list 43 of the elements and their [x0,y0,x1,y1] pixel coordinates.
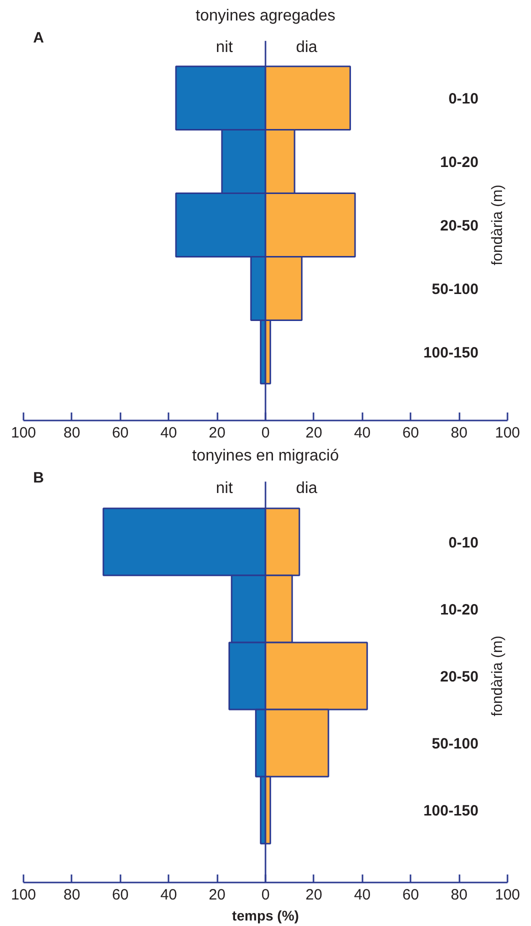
x-tick-label: 0 [261,424,270,442]
x-tick-label: 80 [64,886,80,904]
x-tick-label: 40 [160,424,178,442]
x-tick-label: 60 [402,424,420,442]
x-tick-label: 80 [450,886,468,904]
series-label: nit [216,38,234,56]
x-axis-title: temps (%) [232,908,299,924]
x-tick-label: 40 [354,886,371,904]
y-axis-title: fondària (m) [489,636,506,716]
y-tick-label: 50-100 [432,736,478,753]
y-tick-label: 0-10 [448,90,478,108]
x-tick-label: 100 [10,424,36,442]
x-tick-label: 40 [160,886,178,904]
x-tick-label: 60 [402,886,420,904]
x-tick-label: 60 [112,886,129,904]
y-tick-label: 100-150 [423,344,478,362]
y-tick-label: 50-100 [432,280,478,298]
annotation: B [33,470,44,487]
series-label: dia [296,38,318,56]
x-tick-label: 60 [112,424,129,442]
y-tick-label: 20-50 [440,218,478,234]
y-tick-label: 0-10 [448,534,478,552]
chart-title: tonyines en migració [192,448,339,464]
y-tick-label: 20-50 [440,668,478,686]
x-tick-label: 100 [494,886,520,904]
y-axis-title: fondària (m) [489,184,506,266]
x-tick-label: 0 [261,886,270,904]
x-tick-label: 40 [354,424,371,442]
chart-title: tonyines agregades [196,8,336,24]
x-tick-label: 80 [450,424,468,442]
x-tick-label: 20 [306,886,322,904]
x-tick-label: 100 [10,886,36,904]
x-tick-label: 20 [208,424,226,442]
annotation: A [33,29,44,46]
y-tick-label: 100-150 [423,802,478,820]
series-label: dia [296,480,318,497]
series-label: nit [216,480,234,497]
x-tick-label: 100 [494,424,520,442]
y-tick-label: 10-20 [440,154,478,172]
x-tick-label: 20 [208,886,226,904]
x-tick-label: 80 [64,424,80,442]
x-tick-label: 20 [306,424,322,442]
y-tick-label: 10-20 [440,601,478,618]
